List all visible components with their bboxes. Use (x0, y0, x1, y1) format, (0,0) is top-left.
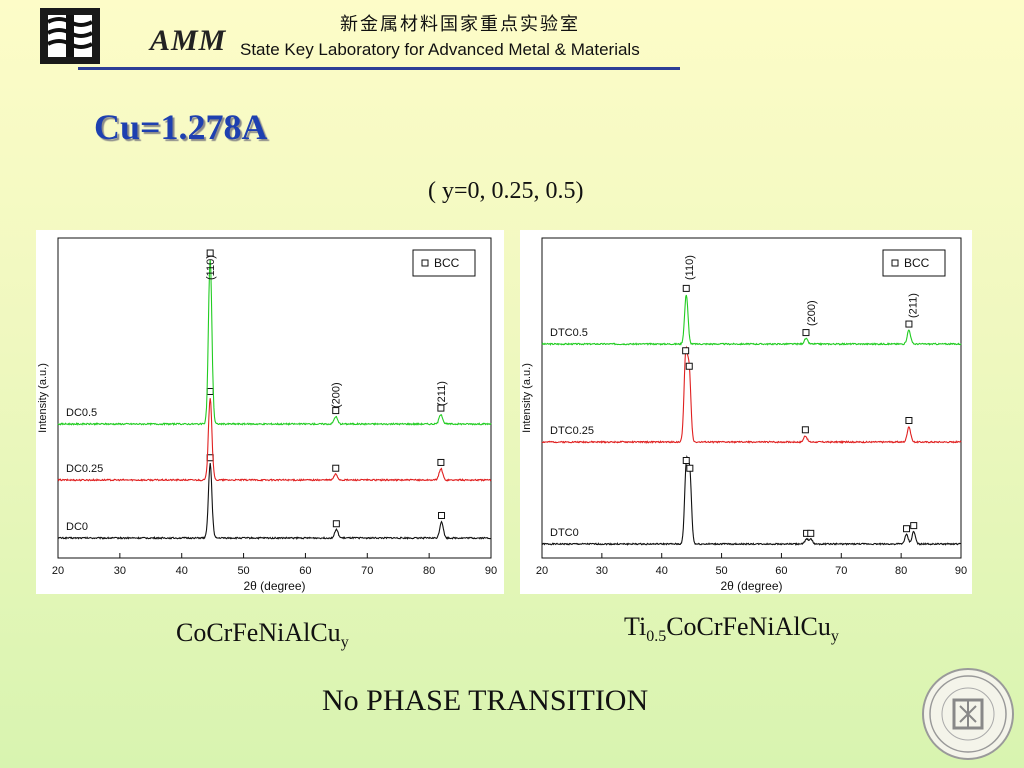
university-seal (922, 668, 1014, 760)
series-label: DC0 (66, 521, 88, 533)
series-label: DC0.25 (66, 463, 103, 475)
legend-marker (891, 259, 899, 267)
conclusion-text: No PHASE TRANSITION (322, 684, 649, 717)
x-axis-label: 2θ (degree) (243, 579, 305, 593)
caption-left-main: CoCrFeNiAlCu (176, 618, 341, 647)
bcc-peak-marker (682, 284, 690, 292)
bcc-peak-marker (332, 407, 340, 415)
caption-left-sub: y (340, 634, 349, 652)
slide-subtitle: ( y=0, 0.25, 0.5) (428, 178, 584, 204)
header-divider (78, 67, 680, 70)
series-label: DTC0.5 (550, 327, 588, 339)
plot-frame (541, 237, 962, 559)
xrd-chart-right: 20 30 40 50 60 70 80 90 2θ (degree) Intensity (a.… (520, 230, 972, 594)
y-axis-label: Intensity (a.u.) (37, 363, 49, 433)
x-tick-label: 40 (656, 565, 668, 577)
series-line-dtc0-5 (541, 294, 962, 346)
bcc-peak-marker (206, 388, 214, 395)
x-tick-label: 60 (775, 565, 787, 577)
miller-index-annotation: (211) (908, 293, 920, 318)
lab-logo (40, 8, 100, 64)
bcc-peak-marker (685, 362, 693, 370)
bcc-peak-marker (332, 520, 340, 528)
x-tick-label: 90 (955, 565, 967, 577)
bcc-peak-marker (905, 320, 913, 328)
bcc-peak-marker (332, 464, 340, 472)
series-line-dc0-25 (57, 398, 492, 482)
bcc-peak-marker (206, 454, 214, 462)
series-label: DC0.5 (66, 407, 97, 419)
miller-index-annotation: (211) (436, 381, 448, 406)
x-tick-label: 80 (895, 565, 907, 577)
bcc-peak-marker (905, 417, 913, 424)
caption-right-sub: y (830, 628, 839, 646)
bcc-peak-marker (801, 426, 809, 434)
wave-logo-icon (47, 15, 93, 57)
y-axis-label: Intensity (a.u.) (521, 363, 533, 433)
series-label: DTC0.25 (550, 425, 594, 437)
x-axis-label: 2θ (degree) (720, 579, 782, 593)
x-tick-label: 90 (485, 565, 497, 577)
bcc-peak-marker (802, 329, 810, 337)
bcc-peak-marker (682, 457, 690, 464)
series-label: DTC0 (550, 527, 579, 539)
bcc-peak-marker (437, 404, 445, 412)
slide-title: Cu=1.278A (94, 107, 268, 147)
series-line-dc0 (57, 463, 492, 541)
xrd-chart-left-svg: 20 30 40 50 60 70 80 90 2θ (degree) Intensity (a.… (37, 237, 497, 593)
caption-right-main: CoCrFeNiAlCu (666, 612, 831, 641)
x-tick-label: 30 (596, 565, 608, 577)
legend-label: BCC (434, 256, 460, 270)
caption-right: Ti0.5CoCrFeNiAlCuy (624, 612, 839, 646)
series-line-dtc0-25 (541, 345, 962, 445)
x-tick-label: 60 (299, 565, 311, 577)
legend-marker (421, 259, 429, 267)
x-tick-label: 40 (176, 565, 188, 577)
legend-label: BCC (904, 256, 930, 270)
x-tick-label: 30 (114, 565, 126, 577)
x-tick-label: 50 (715, 565, 727, 577)
miller-index-annotation: (110) (205, 255, 217, 280)
miller-index-annotation: (200) (331, 382, 343, 408)
slide-header: AMM 新金属材料国家重点实验室 State Key Laboratory fo… (0, 0, 1024, 80)
lab-name-english: State Key Laboratory for Advanced Metal … (240, 40, 640, 59)
x-tick-label: 50 (237, 565, 249, 577)
x-tick-label: 80 (423, 565, 435, 577)
caption-left: CoCrFeNiAlCuy (176, 618, 349, 652)
x-tick-label: 20 (52, 565, 64, 577)
lab-name-chinese: 新金属材料国家重点实验室 (340, 14, 580, 35)
caption-right-pre: Ti (624, 612, 647, 641)
xrd-chart-left: 20 30 40 50 60 70 80 90 2θ (degree) Intensity (a.… (36, 230, 504, 594)
seal-icon (929, 675, 1007, 753)
bcc-peak-marker (438, 512, 446, 519)
bcc-peak-marker (686, 464, 694, 472)
series-line-dtc0 (541, 455, 962, 546)
series-line-dc0-5 (57, 259, 492, 427)
amm-logo-text: AMM (150, 24, 227, 57)
x-tick-label: 70 (361, 565, 373, 577)
bcc-peak-marker (682, 347, 690, 355)
plot-frame (57, 237, 492, 559)
xrd-chart-right-svg: 20 30 40 50 60 70 80 90 2θ (degree) Intensity (a.… (521, 237, 967, 593)
bcc-peak-marker (206, 249, 214, 257)
bcc-peak-marker (807, 529, 815, 537)
x-tick-label: 20 (536, 565, 548, 577)
bcc-peak-marker (903, 525, 911, 533)
miller-index-annotation: (110) (684, 255, 696, 280)
bcc-peak-marker (910, 522, 918, 530)
miller-index-annotation: (200) (806, 300, 818, 326)
caption-right-pre-sub: 0.5 (646, 628, 667, 646)
x-tick-label: 70 (835, 565, 847, 577)
bcc-peak-marker (437, 458, 445, 466)
